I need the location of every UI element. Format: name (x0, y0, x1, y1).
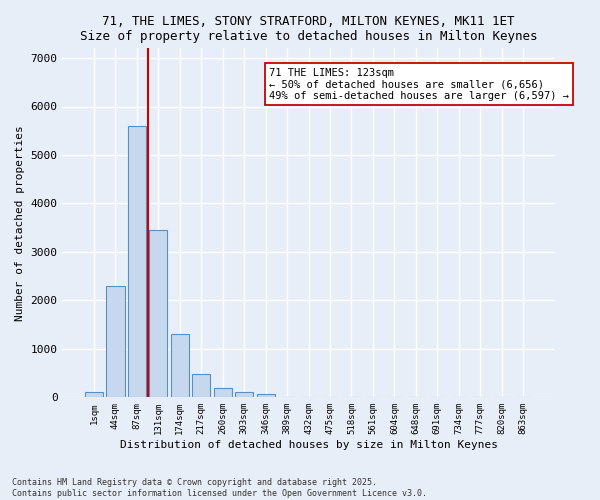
Bar (170, 334, 189, 398)
Bar (128, 126, 146, 398)
Title: 71, THE LIMES, STONY STRATFORD, MILTON KEYNES, MK11 1ET
Size of property relativ: 71, THE LIMES, STONY STRATFORD, MILTON K… (80, 15, 538, 43)
Bar (235, 392, 253, 398)
X-axis label: Distribution of detached houses by size in Milton Keynes: Distribution of detached houses by size … (119, 440, 497, 450)
Bar (149, 230, 167, 398)
Text: Contains HM Land Registry data © Crown copyright and database right 2025.
Contai: Contains HM Land Registry data © Crown c… (12, 478, 427, 498)
Y-axis label: Number of detached properties: Number of detached properties (15, 125, 25, 320)
Bar (192, 374, 211, 398)
Bar (106, 286, 125, 398)
Bar (257, 394, 275, 398)
Bar (85, 392, 103, 398)
Bar (214, 388, 232, 398)
Text: 71 THE LIMES: 123sqm
← 50% of detached houses are smaller (6,656)
49% of semi-de: 71 THE LIMES: 123sqm ← 50% of detached h… (269, 68, 569, 100)
